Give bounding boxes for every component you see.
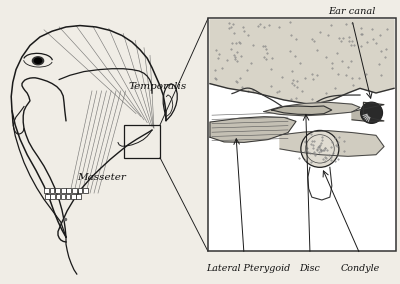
Polygon shape bbox=[264, 102, 360, 116]
FancyBboxPatch shape bbox=[76, 194, 81, 199]
Polygon shape bbox=[210, 20, 394, 105]
FancyBboxPatch shape bbox=[78, 188, 82, 193]
Ellipse shape bbox=[301, 130, 339, 167]
Text: Masseter: Masseter bbox=[78, 173, 126, 182]
FancyBboxPatch shape bbox=[55, 188, 60, 193]
FancyBboxPatch shape bbox=[72, 188, 77, 193]
Text: Disc: Disc bbox=[300, 264, 320, 273]
Polygon shape bbox=[210, 117, 296, 142]
FancyBboxPatch shape bbox=[61, 194, 65, 199]
FancyBboxPatch shape bbox=[44, 188, 49, 193]
Text: Temporalis: Temporalis bbox=[129, 82, 187, 91]
Ellipse shape bbox=[360, 102, 382, 124]
Circle shape bbox=[32, 57, 44, 65]
Polygon shape bbox=[280, 131, 384, 156]
FancyBboxPatch shape bbox=[71, 194, 76, 199]
FancyBboxPatch shape bbox=[56, 194, 60, 199]
FancyBboxPatch shape bbox=[66, 188, 71, 193]
Text: Condyle: Condyle bbox=[340, 264, 380, 273]
FancyBboxPatch shape bbox=[50, 188, 54, 193]
Bar bbox=[208, 18, 396, 251]
Circle shape bbox=[34, 58, 42, 63]
FancyBboxPatch shape bbox=[83, 188, 88, 193]
Polygon shape bbox=[352, 102, 384, 121]
Bar bbox=[124, 125, 160, 158]
Text: Ear canal: Ear canal bbox=[328, 7, 376, 16]
FancyBboxPatch shape bbox=[61, 188, 66, 193]
FancyBboxPatch shape bbox=[66, 194, 70, 199]
Polygon shape bbox=[272, 106, 332, 114]
FancyBboxPatch shape bbox=[50, 194, 55, 199]
FancyBboxPatch shape bbox=[45, 194, 50, 199]
Text: Lateral Pterygoid: Lateral Pterygoid bbox=[206, 264, 290, 273]
